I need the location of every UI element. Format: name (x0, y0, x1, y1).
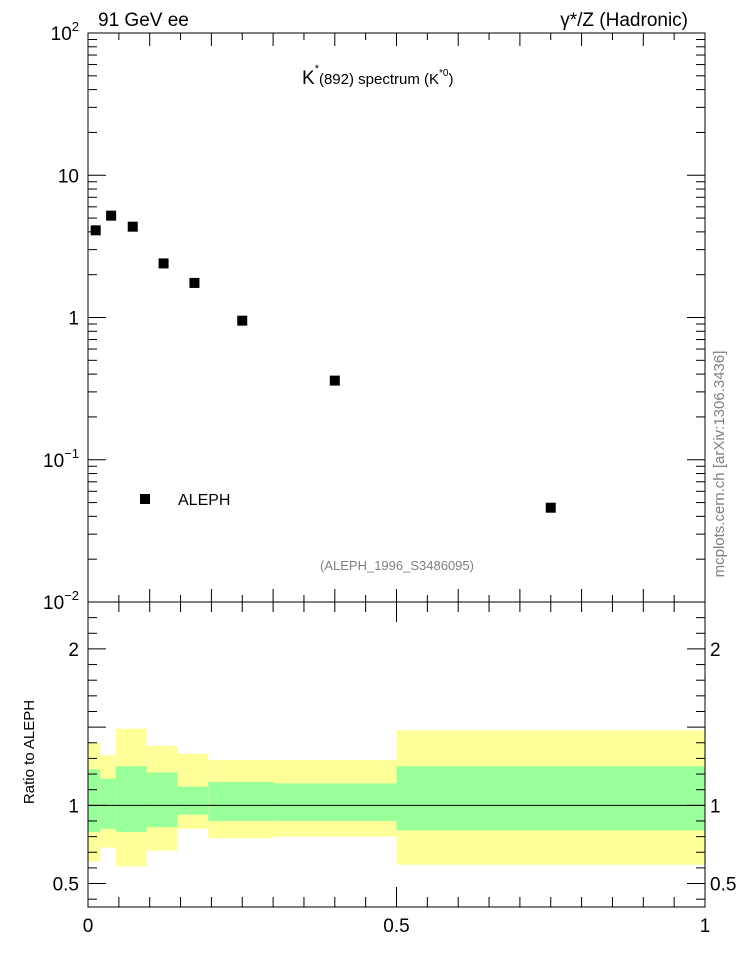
uncertainty-band-inner (100, 778, 116, 829)
bottom-ticks (87, 601, 706, 907)
top-panel: K*(892) spectrum (K*0) (ALEPH_1996_S3486… (43, 19, 706, 614)
uncertainty-band-inner (115, 766, 147, 832)
title-rest: (892) spectrum (K (319, 71, 439, 88)
x-tick-label: 0.5 (383, 916, 409, 937)
data-point (127, 221, 138, 232)
uncertainty-band-inner (273, 783, 397, 821)
tick-label-base: 1 (68, 309, 79, 330)
ratio-y-tick-label-left: 2 (68, 640, 79, 661)
bottom-panel: 0.5 0.51 12 20 0.5 1 Ratio to ALEPH (21, 601, 737, 937)
x-tick-label: 0 (83, 916, 94, 937)
data-point (329, 375, 340, 386)
top-y-tick-label: 1 (68, 309, 79, 330)
top-data-points (90, 210, 556, 513)
side-label: mcplots.cern.ch [arXiv:1306.3436] (711, 351, 728, 578)
data-point (106, 210, 117, 221)
top-ticks (87, 33, 706, 603)
top-y-tick-label: 10−2 (43, 588, 79, 614)
ratio-y-tick-label-right: 1 (710, 796, 721, 817)
uncertainty-band-inner (146, 772, 178, 828)
title-close: ) (448, 71, 453, 88)
analysis-watermark: (ALEPH_1996_S3486095) (320, 558, 474, 573)
data-point (158, 258, 169, 269)
bottom-tick-labels: 0.5 0.51 12 20 0.5 1 (53, 640, 737, 937)
tick-label-base: 10 (58, 166, 79, 187)
title-sup2: *0 (439, 68, 449, 79)
ratio-y-tick-label-left: 0.5 (53, 875, 79, 896)
legend-marker (140, 494, 150, 504)
data-point (237, 315, 248, 326)
uncertainty-band-inner (396, 766, 705, 831)
title-sup1: * (315, 63, 320, 75)
header-left: 91 GeV ee (98, 10, 189, 31)
ratio-y-tick-label-left: 1 (68, 796, 79, 817)
top-y-tick-label: 102 (51, 19, 79, 45)
data-point (189, 277, 200, 288)
title-base: K (302, 68, 315, 89)
data-point (545, 502, 556, 513)
top-title: K*(892) spectrum (K*0) (302, 63, 453, 89)
tick-label-base: 10 (43, 451, 64, 472)
uncertainty-band-inner (208, 781, 274, 821)
ratio-y-axis-label: Ratio to ALEPH (21, 700, 38, 804)
ratio-y-tick-label-right: 2 (710, 640, 721, 661)
tick-label-exponent: −1 (64, 446, 79, 461)
data-point (90, 225, 101, 236)
top-y-tick-label: 10−1 (43, 446, 79, 472)
header-right: γ*/Z (Hadronic) (560, 10, 688, 31)
ratio-y-tick-label-right: 0.5 (710, 875, 736, 896)
uncertainty-band-inner (88, 769, 101, 832)
tick-label-exponent: −2 (64, 588, 79, 603)
top-y-tick-label: 10 (58, 166, 79, 187)
ratio-bands (88, 728, 705, 867)
top-plot-frame (87, 32, 706, 603)
uncertainty-band-inner (177, 786, 209, 815)
legend-label: ALEPH (178, 492, 230, 509)
x-tick-label: 1 (700, 916, 711, 937)
legend: ALEPH (140, 492, 230, 509)
tick-label-base: 10 (43, 593, 64, 614)
tick-label-base: 10 (51, 24, 72, 45)
tick-label-exponent: 2 (72, 19, 79, 34)
